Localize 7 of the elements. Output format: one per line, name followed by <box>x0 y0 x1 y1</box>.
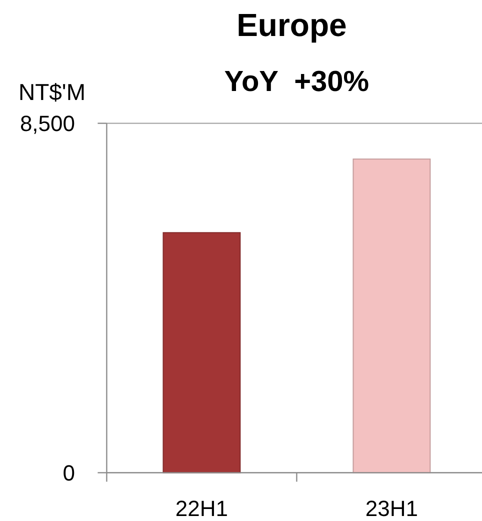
y-tick-label: 0 <box>62 460 75 486</box>
chart-subtitle: YoY +30% <box>224 66 370 98</box>
x-tick-label: 23H1 <box>365 496 418 521</box>
chart-title: Europe <box>236 7 347 43</box>
y-tick-label: 8,500 <box>20 111 75 136</box>
x-tick-label: 22H1 <box>175 496 228 521</box>
y-axis-title: NT$'M <box>18 79 86 105</box>
